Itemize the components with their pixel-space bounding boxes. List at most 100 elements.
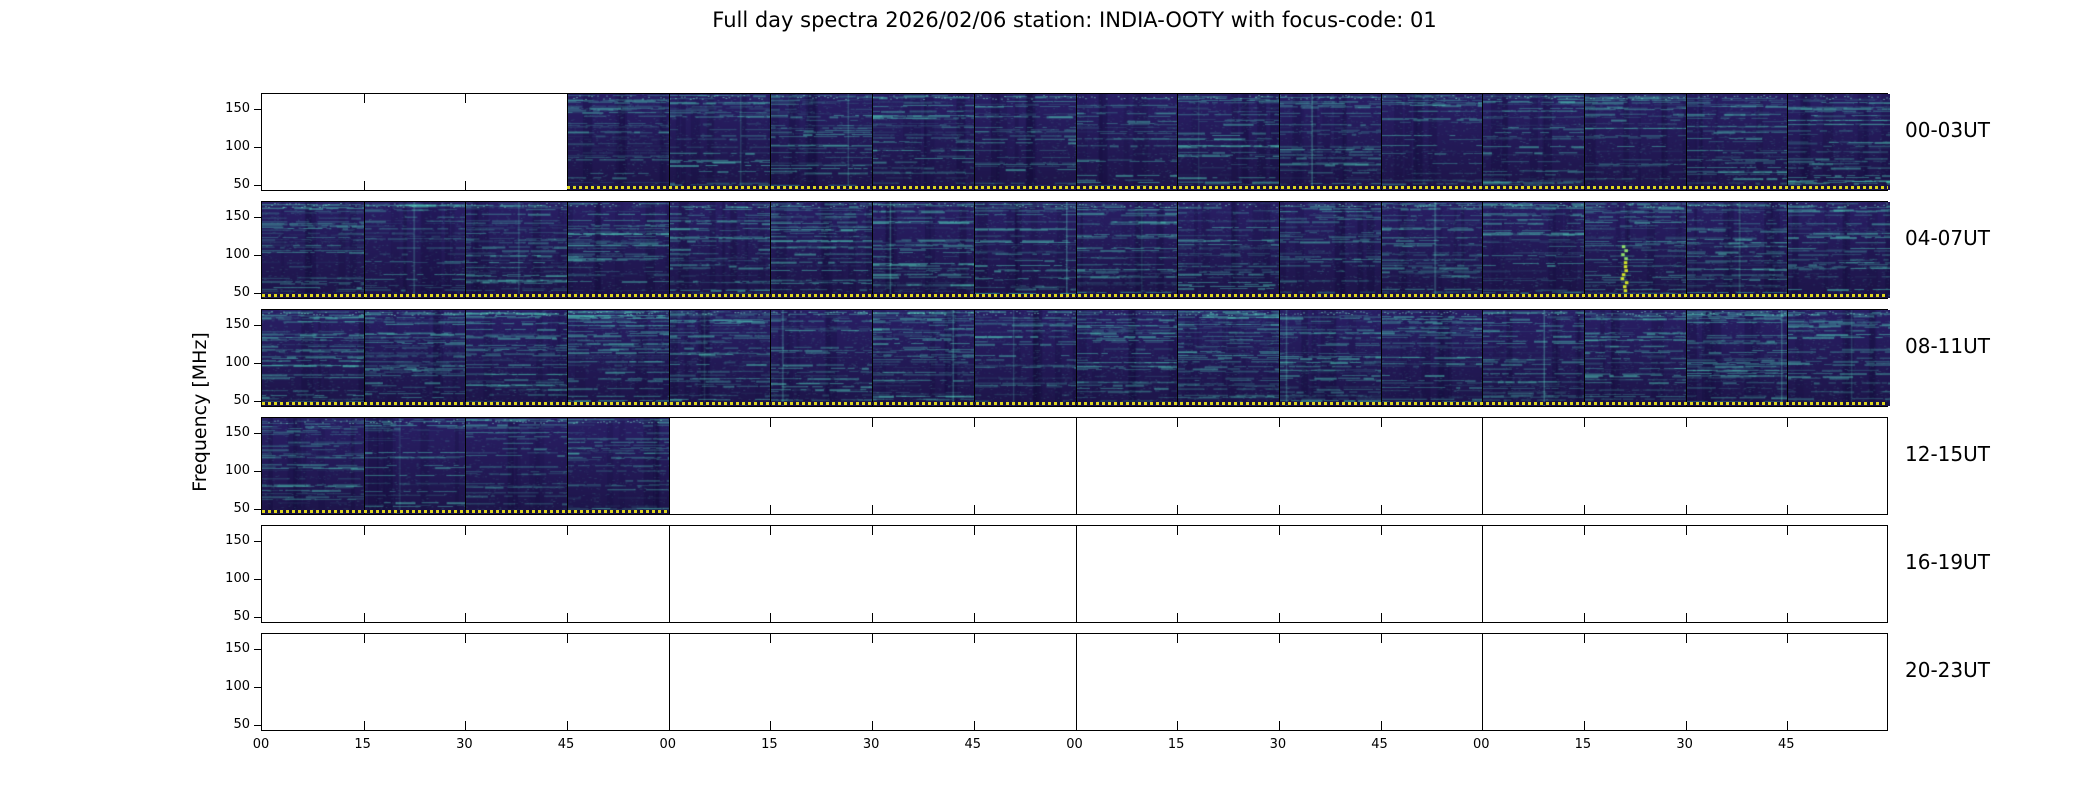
minute-tick (363, 94, 365, 103)
minute-tick (1278, 505, 1280, 514)
spectrogram-segment (668, 94, 772, 190)
segment-boundary-line (973, 94, 975, 190)
hour-boundary-line (668, 310, 670, 406)
x-tick-label: 45 (1778, 737, 1795, 752)
segment-boundary-line (1278, 310, 1280, 406)
x-tick-label: 00 (1472, 737, 1490, 752)
hour-boundary-line (1075, 310, 1077, 406)
y-tick-mark (254, 471, 261, 472)
spectrogram-segment (872, 94, 975, 190)
spectra-row-16-19ut: 150 100 50 16-19UT (225, 525, 1990, 624)
segment-boundary-line (1380, 310, 1382, 406)
minute-tick (1583, 634, 1585, 643)
spectrogram-segment (567, 418, 670, 514)
spectrogram-segment (262, 310, 365, 406)
minute-tick (363, 526, 365, 535)
minute-tick (1787, 613, 1789, 622)
y-tick-mark (254, 401, 261, 402)
spectrogram-segment (1583, 202, 1687, 298)
y-tick-label: 50 (233, 717, 250, 732)
segment-boundary-line (973, 310, 975, 406)
x-tick-label: 15 (1574, 737, 1592, 752)
segment-boundary-line (973, 202, 975, 298)
y-tick-mark (254, 185, 261, 186)
minute-tick (1278, 634, 1280, 643)
hour-boundary-line (1075, 526, 1077, 622)
minute-tick (770, 418, 772, 427)
minute-tick (567, 721, 569, 730)
spectrogram-segment (1177, 202, 1280, 298)
minute-tick (872, 526, 874, 535)
minute-tick (1583, 613, 1585, 622)
segment-boundary-line (1177, 94, 1179, 190)
row-time-range-label: 08-11UT (1905, 334, 1990, 358)
minute-tick (770, 505, 772, 514)
minute-tick (973, 613, 975, 622)
minute-tick (1685, 526, 1687, 535)
spectrogram-segment (567, 202, 670, 298)
minute-tick (973, 634, 975, 643)
minute-tick (770, 721, 772, 730)
spectra-row-08-11ut: 150 100 50 08-11UT (225, 309, 1990, 408)
row-time-range-label: 04-07UT (1905, 226, 1990, 250)
chart-title: Full day spectra 2026/02/06 station: IND… (712, 8, 1437, 32)
minute-tick (1177, 418, 1179, 427)
spectrogram-segment (1075, 310, 1179, 406)
minute-tick (872, 418, 874, 427)
y-tick-mark (254, 325, 261, 326)
minute-tick (1177, 613, 1179, 622)
row-time-range-label: 16-19UT (1905, 550, 1990, 574)
spectra-row-00-03ut: 150 100 50 00-03UT (225, 93, 1990, 192)
segment-boundary-line (1177, 202, 1179, 298)
minute-tick (1583, 418, 1585, 427)
y-tick-mark (254, 509, 261, 510)
y-tick-mark (254, 725, 261, 726)
y-tick-label: 150 (225, 641, 250, 656)
spectrogram-segment (1685, 310, 1789, 406)
segment-boundary-line (872, 94, 874, 190)
spectrogram-segment (1380, 94, 1484, 190)
y-tick-mark (254, 649, 261, 650)
minute-tick (1177, 721, 1179, 730)
segment-boundary-line (1685, 94, 1687, 190)
spectrogram-segment (1685, 94, 1789, 190)
spectrogram-segment (1380, 310, 1484, 406)
spectrogram-segment (872, 202, 975, 298)
minute-tick (465, 526, 467, 535)
spectrogram-segment (465, 310, 569, 406)
segment-boundary-line (567, 202, 569, 298)
x-tick-label: 45 (1371, 737, 1388, 752)
segment-boundary-line (1177, 310, 1179, 406)
hour-boundary-line (1482, 634, 1484, 730)
minute-tick (363, 634, 365, 643)
x-tick-label: 15 (354, 737, 371, 752)
minute-tick (1278, 526, 1280, 535)
segment-boundary-line (567, 94, 569, 190)
spectrogram-segment (973, 202, 1077, 298)
minute-tick (363, 181, 365, 190)
spectrogram-segment (973, 94, 1077, 190)
minute-tick (1177, 505, 1179, 514)
hour-boundary-line (668, 634, 670, 730)
segment-boundary-line (1380, 202, 1382, 298)
spectrogram-segment (1278, 310, 1382, 406)
minute-tick (363, 613, 365, 622)
minute-tick (465, 721, 467, 730)
spectrogram-segment (465, 202, 569, 298)
x-tick-label: 30 (1269, 737, 1287, 752)
segment-boundary-line (567, 418, 569, 514)
spectrogram-segment (1685, 202, 1789, 298)
y-tick-label: 150 (225, 209, 250, 224)
y-tick-mark (254, 541, 261, 542)
segment-boundary-line (872, 310, 874, 406)
spectrogram-segment (363, 310, 467, 406)
spectrogram-segment (872, 310, 975, 406)
spectrogram-segment (1482, 202, 1585, 298)
minute-tick (1380, 613, 1382, 622)
spectra-row-12-15ut: 150 100 50 12-15UT (225, 417, 1990, 516)
segment-boundary-line (1787, 310, 1789, 406)
minute-tick (1787, 721, 1789, 730)
minute-tick (1583, 721, 1585, 730)
x-tick-label: 45 (964, 737, 982, 752)
minute-tick (1380, 721, 1382, 730)
